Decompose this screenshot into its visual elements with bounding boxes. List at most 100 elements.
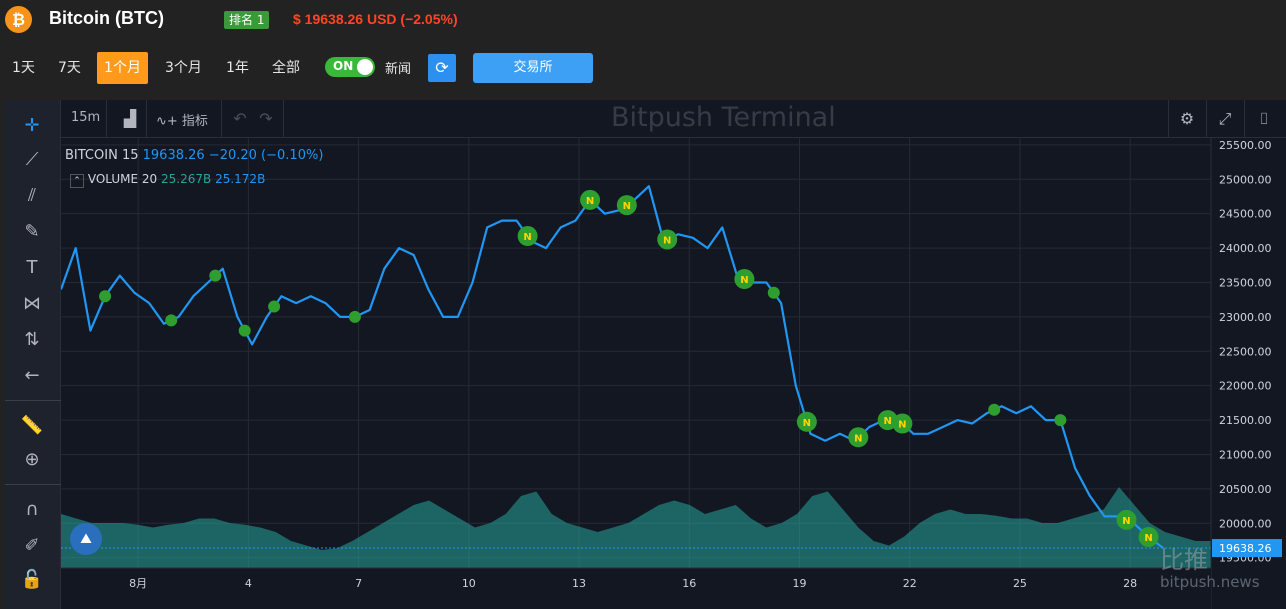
range-1d-button[interactable]: 1天 xyxy=(12,60,35,76)
redo-icon[interactable]: ↷ xyxy=(259,109,273,128)
drawing-toolbar: ✛ ⟋ ⫽ ✎ T ⋈ ⇅ ← 📏 ⊕ ∩ ✐ 🔓 xyxy=(5,100,61,609)
time-tick-label: 22 xyxy=(903,577,917,590)
chart-top-toolbar: 15m ▟ ∿+ 指标 ↶ ↷ Bitpush Terminal ⚙ ⤢ ⌷ xyxy=(61,100,1286,138)
price-line xyxy=(61,185,1164,549)
range-1m-button[interactable]: 1个月 xyxy=(97,52,148,84)
undo-icon[interactable]: ↶ xyxy=(233,109,247,128)
price-tick-label: 23500.00 xyxy=(1219,276,1272,289)
price-tick-label: 21000.00 xyxy=(1219,448,1272,461)
interval-button[interactable]: 15m xyxy=(71,110,101,125)
volume-area-fill xyxy=(61,487,1211,568)
news-label: 新闻 xyxy=(385,62,412,77)
news-marker xyxy=(580,189,601,210)
news-marker-label: N xyxy=(740,275,748,286)
news-marker-label: N xyxy=(623,201,631,212)
price-display: $ 19638.26 USD (−2.05%) xyxy=(293,11,458,27)
legend-volume-a: 25.267B xyxy=(161,172,212,186)
exchange-button[interactable]: 交易所 xyxy=(473,53,593,83)
settings-icon[interactable]: ⚙ xyxy=(1179,109,1195,128)
time-tick-label: 25 xyxy=(1013,577,1027,590)
indicators-button[interactable]: ∿+ 指标 xyxy=(156,110,208,129)
parallel-channel-icon[interactable]: ⫽ xyxy=(27,185,37,206)
time-tick-label: 10 xyxy=(462,577,476,590)
legend-volume-length: 20 xyxy=(141,172,158,186)
price-tick-label: 25500.00 xyxy=(1219,139,1272,152)
legend-change: −20.20 (−0.10%) xyxy=(208,148,324,163)
legend-interval: 15 xyxy=(121,148,139,163)
news-toggle[interactable]: ON xyxy=(325,57,375,77)
price-axis-bg xyxy=(1211,138,1286,609)
crosshair-icon[interactable]: ✛ xyxy=(24,115,40,136)
fullscreen-icon[interactable]: ⤢ xyxy=(1218,109,1232,128)
range-3m-button[interactable]: 3个月 xyxy=(165,60,202,76)
news-marker-label: N xyxy=(1144,533,1152,544)
lock-drawing-icon[interactable]: ✐ xyxy=(24,535,40,556)
toolbar-divider xyxy=(1244,100,1245,138)
indicators-label: 指标 xyxy=(181,114,208,129)
news-marker xyxy=(988,403,1001,416)
range-all-button[interactable]: 全部 xyxy=(272,60,300,76)
news-marker xyxy=(165,314,178,327)
time-range-toolbar: 1天 7天 1个月 3个月 1年 全部 ON 新闻 ⟳ 交易所 xyxy=(0,52,1286,85)
news-marker-label: N xyxy=(586,196,594,207)
news-marker xyxy=(1138,527,1159,548)
news-marker xyxy=(616,195,637,216)
chart-style-icon[interactable]: ▟ xyxy=(123,109,137,128)
tradingview-logo-icon[interactable]: ⛰ xyxy=(70,523,102,555)
price-tick-label: 22000.00 xyxy=(1219,380,1272,393)
zoom-in-icon[interactable]: ⊕ xyxy=(24,449,40,470)
time-axis: 8月 4 7 10 13 16 19 22 25 28 xyxy=(61,567,1211,609)
volume-area xyxy=(61,487,1211,568)
legend-last: 19638.26 xyxy=(142,148,205,163)
price-line-group xyxy=(61,185,1211,549)
refresh-button[interactable]: ⟳ xyxy=(428,54,456,82)
coin-title: Bitcoin (BTC) xyxy=(49,8,164,28)
news-marker xyxy=(268,300,281,313)
time-axis-bg xyxy=(61,568,1211,609)
bitcoin-logo-icon: ₿ xyxy=(5,6,32,33)
camera-icon[interactable]: ⌷ xyxy=(1259,109,1269,128)
volume-legend: ⌃ VOLUME 20 25.267B 25.172B xyxy=(70,172,265,188)
news-marker xyxy=(848,427,869,448)
news-marker xyxy=(517,226,538,247)
range-1y-button[interactable]: 1年 xyxy=(226,60,249,76)
news-marker xyxy=(1054,414,1067,427)
text-tool-icon[interactable]: T xyxy=(26,257,38,278)
collapse-legend-icon[interactable]: ⌃ xyxy=(70,174,84,188)
back-arrow-icon[interactable]: ← xyxy=(24,365,40,386)
news-marker xyxy=(767,286,780,299)
toolbar-divider xyxy=(221,100,222,138)
range-7d-button[interactable]: 7天 xyxy=(58,60,81,76)
price-tick-label: 22500.00 xyxy=(1219,345,1272,358)
legend-volume-b: 25.172B xyxy=(215,172,266,186)
price-tick-label: 25000.00 xyxy=(1219,173,1272,186)
last-price-text: 19638.26 xyxy=(1219,542,1272,555)
time-tick-label: 8月 xyxy=(129,577,147,590)
price-tick-label: 24500.00 xyxy=(1219,208,1272,221)
news-marker-label: N xyxy=(883,416,891,427)
prediction-icon[interactable]: ⇅ xyxy=(24,329,40,350)
last-price-badge xyxy=(1212,539,1282,558)
ruler-icon[interactable]: 📏 xyxy=(20,415,44,436)
trend-line-icon[interactable]: ⟋ xyxy=(25,149,39,170)
news-marker-label: N xyxy=(803,418,811,429)
legend-symbol: BITCOIN xyxy=(65,148,118,163)
indicators-icon: ∿+ xyxy=(156,114,182,129)
news-marker-label: N xyxy=(898,420,906,431)
brush-icon[interactable]: ✎ xyxy=(24,221,40,242)
news-marker xyxy=(209,269,222,282)
news-marker xyxy=(892,413,913,434)
brand-url: bitpush.news xyxy=(1160,573,1260,591)
brand-watermark: 比推 xyxy=(1160,546,1208,574)
time-tick-label: 4 xyxy=(245,577,252,590)
magnet-icon[interactable]: ∩ xyxy=(25,499,39,520)
unlock-icon[interactable]: 🔓 xyxy=(20,569,44,590)
price-tick-label: 20500.00 xyxy=(1219,483,1272,496)
toolbar-divider xyxy=(283,100,284,138)
pattern-icon[interactable]: ⋈ xyxy=(23,293,41,314)
terminal-watermark: Bitpush Terminal xyxy=(611,102,836,133)
refresh-icon: ⟳ xyxy=(435,58,449,77)
toolbar-divider xyxy=(106,100,107,138)
